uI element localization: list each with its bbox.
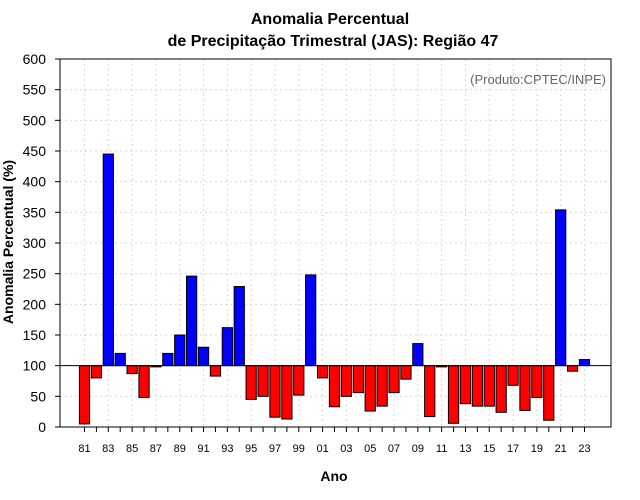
bar-22 bbox=[566, 365, 579, 372]
bar-21 bbox=[555, 209, 567, 367]
bars bbox=[78, 153, 591, 425]
bar-08 bbox=[400, 365, 412, 380]
x-tick-label-07: 07 bbox=[388, 443, 400, 455]
y-tick-label-600: 600 bbox=[23, 51, 47, 67]
x-tick-label-89: 89 bbox=[174, 443, 186, 455]
y-axis-ticks: 0 50 100 150 200 250 300 350 400 450 500 550 600 bbox=[23, 51, 60, 435]
bar-04 bbox=[352, 365, 364, 394]
y-axis-label: Anomalia Percentual (%) bbox=[0, 160, 16, 324]
x-tick-label-17: 17 bbox=[507, 443, 519, 455]
x-tick-label-15: 15 bbox=[483, 443, 495, 455]
bar-96 bbox=[257, 365, 269, 397]
x-tick-label-93: 93 bbox=[221, 443, 233, 455]
y-tick-label-550: 550 bbox=[23, 82, 47, 98]
bar-17 bbox=[507, 365, 519, 386]
bar-06 bbox=[376, 365, 388, 407]
x-tick-label-97: 97 bbox=[269, 443, 281, 455]
bar-10 bbox=[424, 365, 436, 418]
y-tick-label-400: 400 bbox=[23, 174, 47, 190]
x-tick-label-91: 91 bbox=[197, 443, 209, 455]
x-tick-label-05: 05 bbox=[364, 443, 376, 455]
x-tick-label-23: 23 bbox=[578, 443, 590, 455]
bar-00 bbox=[305, 274, 317, 367]
bar-95 bbox=[245, 365, 257, 400]
bar-85 bbox=[126, 365, 138, 375]
y-tick-label-0: 0 bbox=[38, 419, 46, 435]
bar-94 bbox=[233, 286, 245, 367]
x-tick-label-21: 21 bbox=[555, 443, 567, 455]
bar-23 bbox=[578, 359, 591, 367]
bar-89 bbox=[174, 334, 186, 367]
x-tick-label-01: 01 bbox=[316, 443, 328, 455]
y-tick-label-300: 300 bbox=[23, 235, 47, 251]
bar-18 bbox=[519, 365, 531, 411]
x-tick-label-19: 19 bbox=[531, 443, 543, 455]
bar-07 bbox=[388, 365, 400, 394]
bar-15 bbox=[483, 365, 495, 407]
bar-90 bbox=[186, 275, 198, 367]
x-tick-label-95: 95 bbox=[245, 443, 257, 455]
x-tick-label-03: 03 bbox=[340, 443, 352, 455]
bar-02 bbox=[328, 365, 341, 408]
bar-88 bbox=[162, 352, 174, 367]
x-axis-label: Ano bbox=[320, 468, 347, 484]
bar-93 bbox=[221, 327, 233, 367]
x-tick-label-81: 81 bbox=[78, 443, 90, 455]
y-tick-label-100: 100 bbox=[23, 358, 47, 374]
source-annotation: (Produto:CPTEC/INPE) bbox=[470, 72, 606, 87]
bar-14 bbox=[471, 365, 483, 407]
x-tick-label-09: 09 bbox=[412, 443, 424, 455]
x-tick-label-99: 99 bbox=[293, 443, 305, 455]
y-tick-label-200: 200 bbox=[23, 296, 47, 312]
bar-09 bbox=[412, 343, 424, 367]
y-tick-label-150: 150 bbox=[23, 327, 47, 343]
bar-20 bbox=[543, 365, 555, 421]
bar-13 bbox=[459, 365, 472, 405]
bar-12 bbox=[447, 365, 460, 424]
bar-19 bbox=[531, 365, 543, 399]
x-tick-label-13: 13 bbox=[459, 443, 471, 455]
bar-86 bbox=[138, 365, 150, 399]
x-tick-label-87: 87 bbox=[150, 443, 162, 455]
bar-82 bbox=[90, 365, 103, 379]
bar-05 bbox=[364, 365, 376, 412]
bar-97 bbox=[269, 365, 281, 418]
bar-16 bbox=[495, 365, 507, 413]
x-tick-label-83: 83 bbox=[102, 443, 114, 455]
bar-91 bbox=[197, 346, 210, 367]
chart-subtitle: de Precipitação Trimestral (JAS): Região… bbox=[168, 33, 499, 50]
y-tick-label-350: 350 bbox=[23, 204, 47, 220]
bar-83 bbox=[102, 153, 114, 367]
bar-01 bbox=[316, 365, 329, 379]
x-tick-label-11: 11 bbox=[436, 443, 447, 455]
bar-98 bbox=[281, 365, 293, 420]
bar-99 bbox=[293, 365, 305, 396]
x-axis-ticks: 81 83 85 87 89 91 93 95 97 99 01 03 05 07 09 11 13 15 17 19… bbox=[78, 427, 591, 455]
chart-title: Anomalia Percentual bbox=[251, 11, 409, 28]
y-tick-label-450: 450 bbox=[23, 143, 47, 159]
bar-03 bbox=[340, 365, 353, 397]
y-tick-label-500: 500 bbox=[23, 112, 47, 128]
bar-84 bbox=[114, 352, 126, 367]
y-tick-label-50: 50 bbox=[30, 388, 46, 404]
bar-81 bbox=[78, 365, 91, 425]
x-tick-label-85: 85 bbox=[126, 443, 138, 455]
bar-92 bbox=[209, 365, 222, 377]
y-tick-label-250: 250 bbox=[23, 266, 47, 282]
